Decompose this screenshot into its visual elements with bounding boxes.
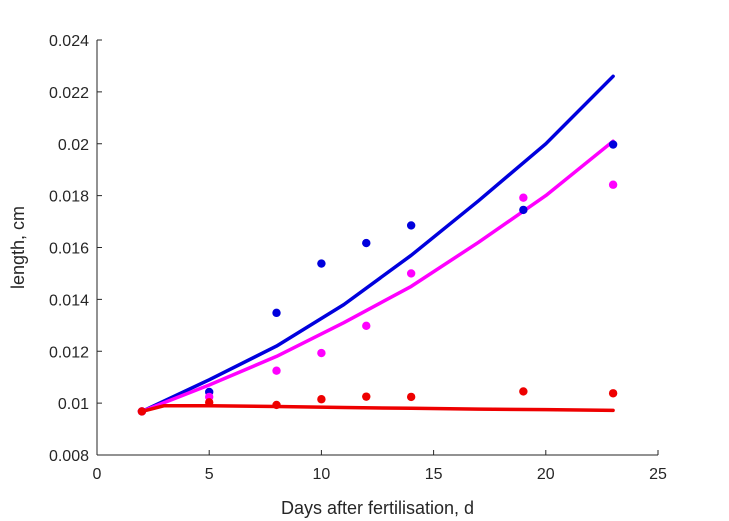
x-tick-label: 15 [425,466,443,483]
y-tick-label: 0.02 [58,137,89,154]
x-axis-title: Days after fertilisation, d [281,498,474,518]
data-point [137,407,147,416]
data-point [362,238,371,248]
data-point [362,321,371,331]
x-ticks: 0 5 10 15 20 25 [93,450,667,483]
x-tick-label: 25 [649,466,667,483]
plot-area: 0 5 10 15 20 25 0.008 0.01 0.012 0.014 0.016 0.018… [49,33,667,483]
data-point [317,395,326,404]
data-point [519,193,528,202]
data-point [608,180,618,189]
y-tick-label: 0.016 [49,241,89,258]
y-tick-label: 0.014 [49,292,89,309]
data-point [608,140,618,149]
y-tick-label: 0.024 [49,33,89,50]
y-ticks: 0.008 0.01 0.012 0.014 0.016 0.018 0.02 0.022 0.… [49,33,102,465]
data-point [519,387,528,396]
data-point [406,269,416,278]
y-tick-label: 0.01 [58,396,89,413]
y-tick-label: 0.008 [49,448,89,465]
data-point [272,308,281,318]
data-point [205,398,214,407]
data-point [272,400,281,410]
data-point [406,221,416,230]
data-point [519,205,528,215]
data-point [608,389,618,398]
y-tick-label: 0.012 [49,344,89,361]
data-point [406,392,416,402]
data-point [317,259,326,268]
fit-curves [140,74,615,414]
data-point [362,392,371,401]
x-tick-label: 20 [537,466,555,483]
x-tick-label: 10 [313,466,331,483]
y-tick-label: 0.022 [49,85,89,102]
fit-curve-1 [140,74,615,414]
data-point [317,348,326,358]
y-tick-label: 0.018 [49,189,89,206]
x-tick-label: 0 [93,466,102,483]
data-points [137,140,618,416]
data-point [272,366,281,375]
fit-curve-3 [140,403,615,414]
y-axis-title: length, cm [8,206,28,289]
fit-curve-2 [140,139,615,414]
x-tick-label: 5 [205,466,214,483]
